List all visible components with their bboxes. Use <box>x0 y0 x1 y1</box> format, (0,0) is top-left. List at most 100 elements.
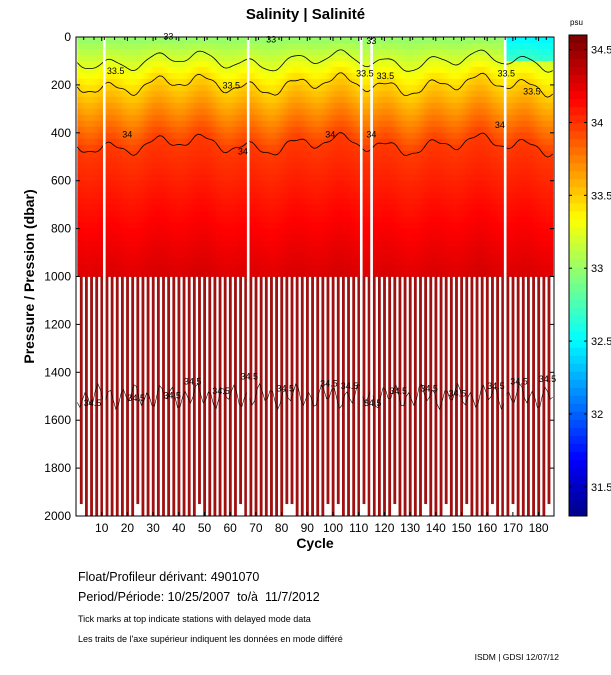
salinity-cell <box>383 42 387 50</box>
salinity-cell <box>375 264 379 271</box>
salinity-cell <box>254 192 258 200</box>
salinity-cell <box>239 168 243 176</box>
salinity-cell <box>241 156 245 164</box>
salinity-cell <box>185 174 189 182</box>
salinity-cell <box>288 174 291 182</box>
salinity-cell <box>84 156 88 164</box>
salinity-cell <box>149 156 153 164</box>
salinity-cell <box>126 90 130 98</box>
salinity-cell <box>131 264 135 271</box>
salinity-cell <box>223 78 227 86</box>
salinity-cell <box>270 222 273 229</box>
salinity-cell <box>285 90 289 98</box>
salinity-cell <box>272 42 276 50</box>
salinity-cell <box>210 264 214 271</box>
salinity-cell <box>365 222 369 229</box>
salinity-cell <box>77 96 81 104</box>
salinity-cell <box>205 240 209 247</box>
salinity-cell <box>221 252 225 259</box>
deep-salinity-bar <box>352 276 356 516</box>
salinity-cell <box>192 180 196 188</box>
salinity-cell <box>84 174 88 182</box>
salinity-cell <box>303 132 307 140</box>
salinity-cell <box>372 66 376 74</box>
salinity-cell <box>169 96 173 104</box>
salinity-cell <box>234 198 238 206</box>
salinity-cell <box>113 102 117 110</box>
salinity-cell <box>249 180 253 188</box>
salinity-cell <box>141 180 145 188</box>
salinity-cell <box>352 252 356 259</box>
salinity-cell <box>316 246 320 253</box>
salinity-cell <box>277 264 281 271</box>
salinity-cell <box>295 138 299 146</box>
salinity-cell <box>339 132 343 140</box>
salinity-cell <box>354 174 358 182</box>
salinity-cell <box>272 180 276 188</box>
salinity-cell <box>334 222 338 229</box>
salinity-cell <box>228 78 232 86</box>
salinity-cell <box>303 126 307 134</box>
salinity-cell <box>110 42 114 50</box>
salinity-cell <box>200 48 204 56</box>
salinity-cell <box>172 114 176 122</box>
salinity-cell <box>329 240 333 247</box>
salinity-cell <box>354 162 358 170</box>
salinity-cell <box>395 90 399 98</box>
salinity-cell <box>221 264 225 271</box>
salinity-cell <box>252 270 256 277</box>
salinity-cell <box>182 138 186 146</box>
salinity-cell <box>210 222 214 229</box>
salinity-cell <box>303 156 307 164</box>
salinity-cell <box>185 42 189 50</box>
cycle-column <box>105 37 109 516</box>
salinity-cell <box>347 90 351 98</box>
salinity-cell <box>388 78 392 86</box>
salinity-cell <box>388 168 392 176</box>
salinity-cell <box>231 138 235 146</box>
salinity-cell <box>390 180 394 188</box>
salinity-cell <box>293 270 297 277</box>
salinity-cell <box>192 96 196 104</box>
salinity-cell <box>200 37 204 44</box>
salinity-cell <box>383 114 387 122</box>
salinity-cell <box>105 48 109 56</box>
salinity-cell <box>203 120 207 128</box>
salinity-cell <box>223 162 227 170</box>
salinity-cell <box>393 96 397 104</box>
salinity-cell <box>216 252 220 259</box>
salinity-cell <box>375 144 379 152</box>
salinity-cell <box>90 96 94 104</box>
salinity-cell <box>341 144 345 152</box>
salinity-cell <box>195 180 199 188</box>
salinity-cell <box>280 120 284 128</box>
salinity-cell <box>223 222 227 229</box>
salinity-cell <box>367 210 371 218</box>
salinity-cell <box>216 84 220 92</box>
salinity-cell <box>113 90 117 98</box>
salinity-cell <box>372 216 376 224</box>
salinity-cell <box>174 270 178 277</box>
salinity-cell <box>316 252 320 259</box>
salinity-cell <box>321 216 325 224</box>
salinity-cell <box>149 222 153 229</box>
salinity-cell <box>290 210 294 218</box>
salinity-cell <box>357 84 361 92</box>
salinity-cell <box>234 264 238 271</box>
salinity-cell <box>110 204 114 212</box>
salinity-cell <box>190 150 194 158</box>
salinity-cell <box>90 132 94 140</box>
salinity-cell <box>218 84 222 92</box>
salinity-cell <box>367 240 371 247</box>
salinity-cell <box>344 204 348 212</box>
salinity-cell <box>146 240 150 247</box>
salinity-cell <box>169 66 173 74</box>
salinity-cell <box>126 204 130 212</box>
salinity-cell <box>87 258 91 265</box>
salinity-cell <box>339 114 343 122</box>
salinity-cell <box>264 252 268 259</box>
salinity-cell <box>187 234 191 241</box>
salinity-cell <box>77 252 81 259</box>
salinity-cell <box>300 66 304 74</box>
salinity-cell <box>90 90 94 98</box>
